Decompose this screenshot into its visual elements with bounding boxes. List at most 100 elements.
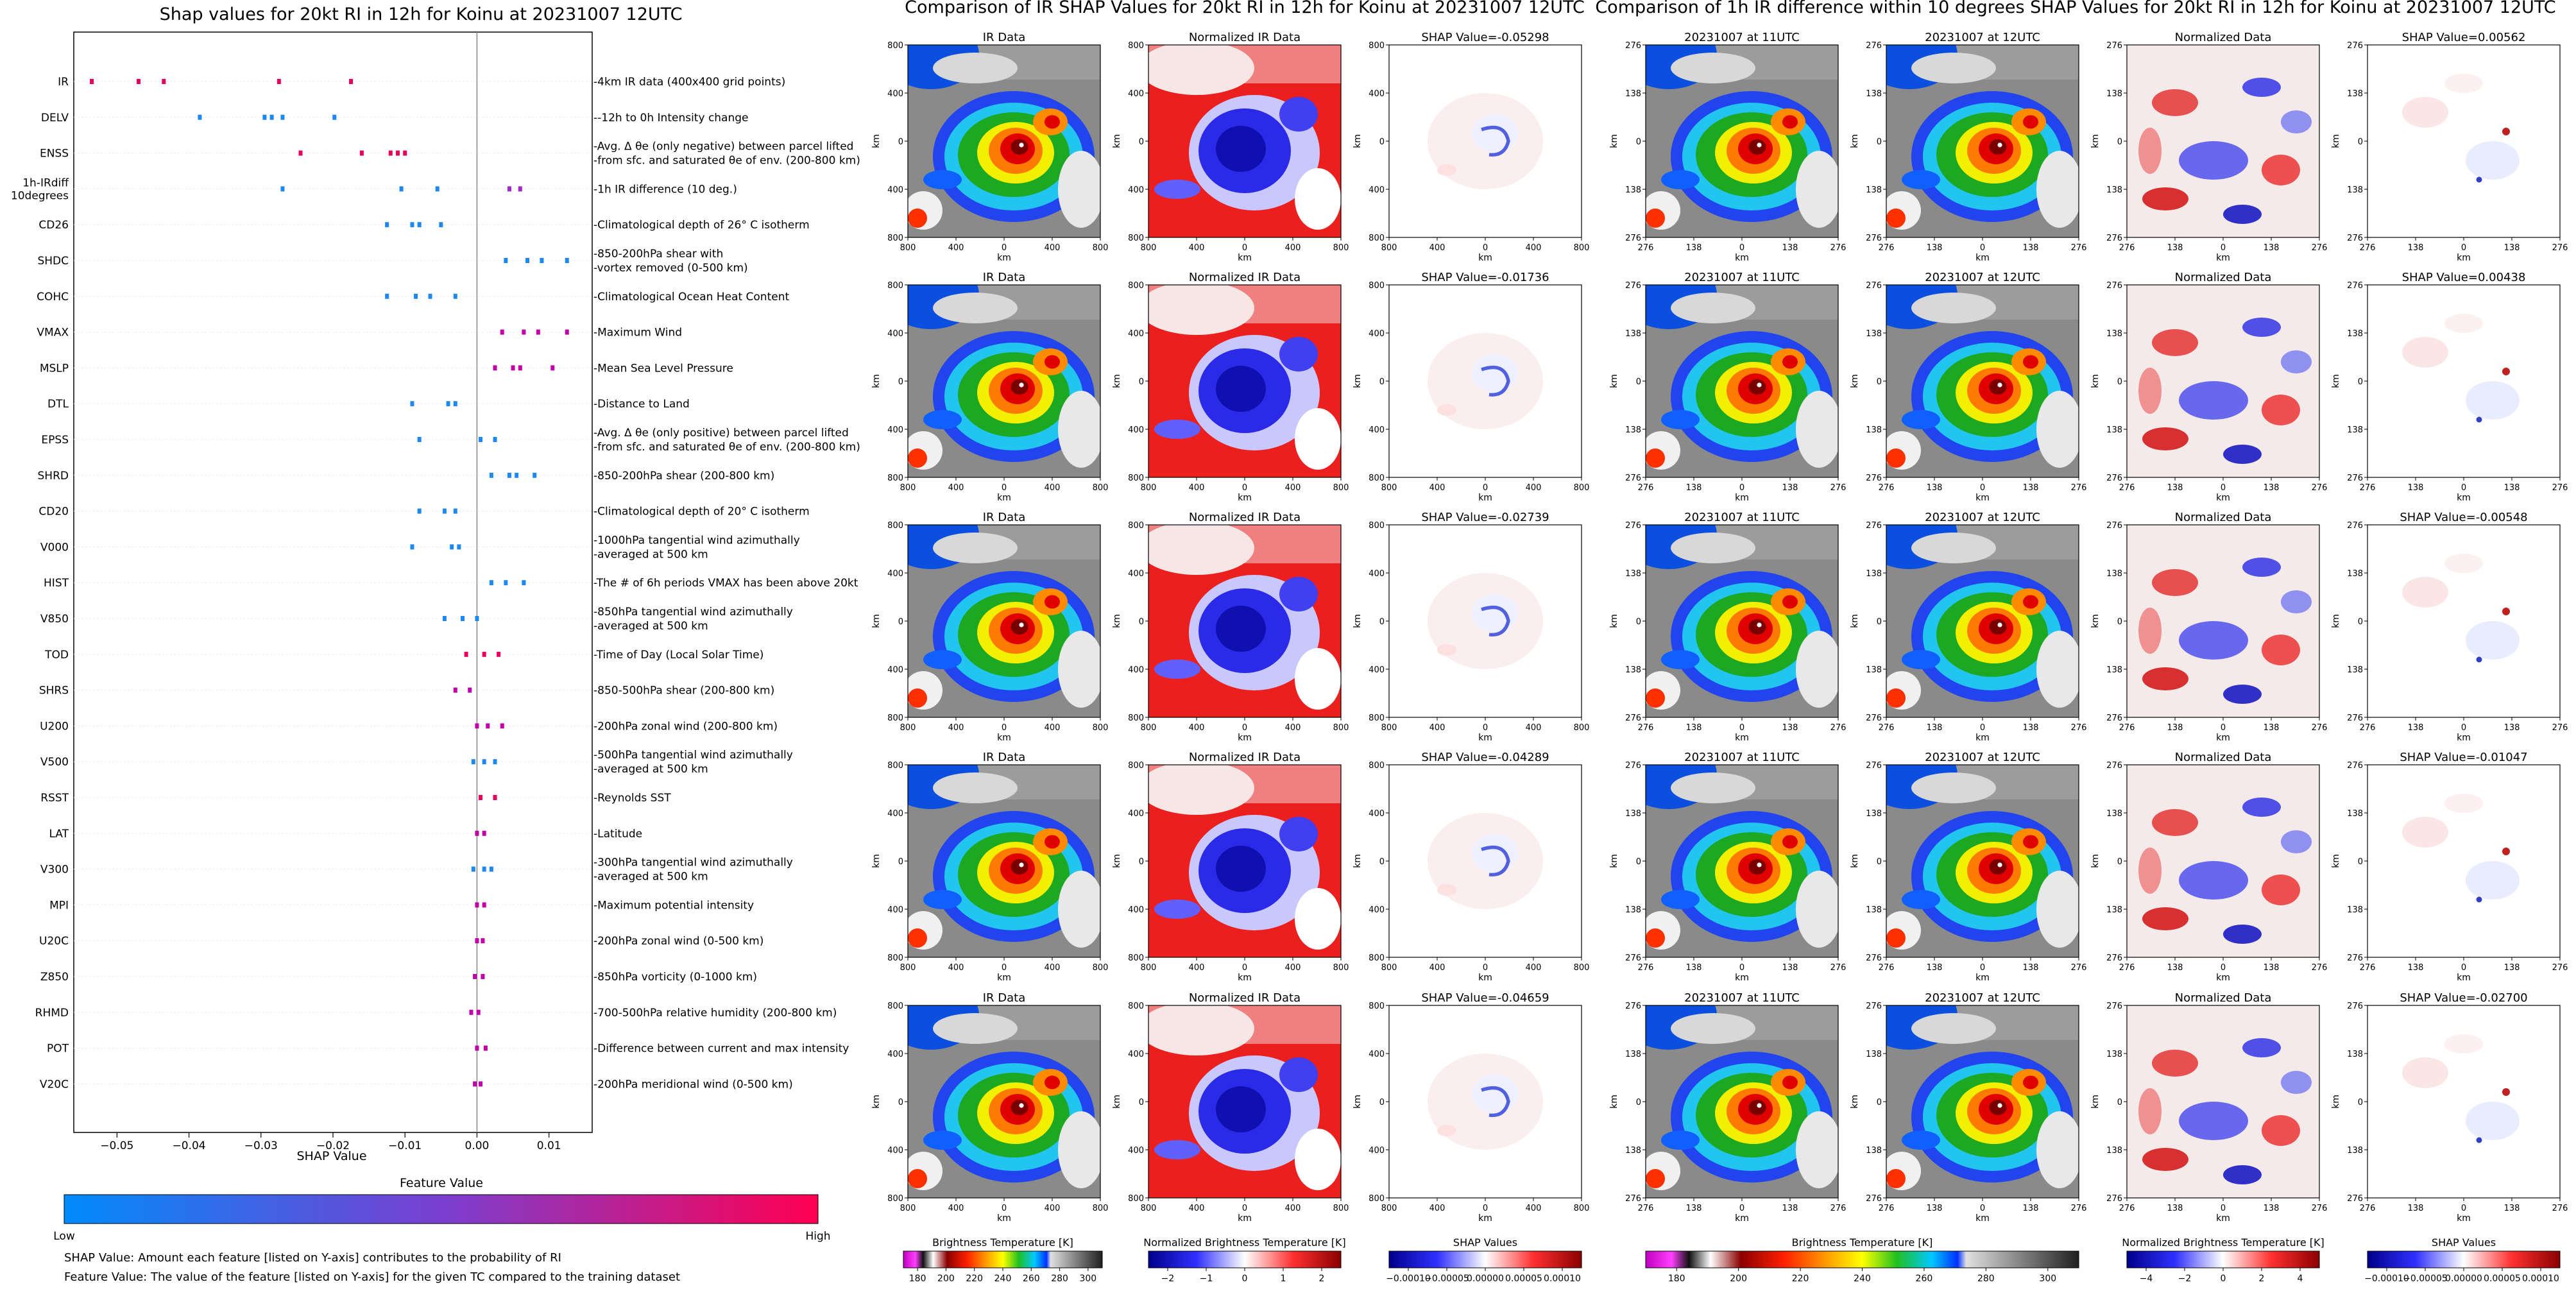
map-panel: Normalized IR Data8008004004000040040080… <box>1112 31 1349 263</box>
map-x-tick-label: 400 <box>1285 243 1301 253</box>
map-x-tick-label: 276 <box>2071 483 2087 493</box>
map-y-tick-label: 800 <box>1369 713 1385 723</box>
map-x-tick-label: 138 <box>2504 1204 2520 1213</box>
map-x-tick-label: 138 <box>1782 1204 1798 1213</box>
map-y-tick-label: 800 <box>1128 1194 1144 1204</box>
map-x-tick-label: 276 <box>2071 963 2087 973</box>
map-panel: 20231007 at 12UTC27627613813800138138276… <box>1850 271 2086 503</box>
map-y-tick-label: 400 <box>1128 185 1144 195</box>
map-ylabel: km <box>1352 134 1363 148</box>
feature-rows: IR -4km IR data (400x400 grid points) DELV… <box>11 76 860 1091</box>
map-xlabel: km <box>997 973 1011 983</box>
bottom-colorbars: Brightness Temperature [K]180 200 220 240 26… <box>903 1236 2561 1284</box>
shap-point <box>461 616 465 621</box>
colorbar-tick-label: −1 <box>1200 1274 1213 1284</box>
map-x-tick-label: 800 <box>1381 963 1397 973</box>
feature-label: SHRD <box>38 470 69 482</box>
ir-comparison-title: Comparison of IR SHAP Values for 20kt RI… <box>905 0 1585 17</box>
map-y-tick-label: 138 <box>1625 1050 1641 1059</box>
map-title: IR Data <box>983 271 1026 284</box>
shap-xlabel: SHAP Value <box>296 1149 366 1163</box>
map-panel: 20231007 at 11UTC27627613813800138138276… <box>1609 31 1846 263</box>
map-ylabel: km <box>1609 614 1619 628</box>
map-y-tick-label: 400 <box>1369 809 1385 819</box>
map-x-tick-label: 400 <box>1045 483 1061 493</box>
map-x-tick-label: 0 <box>1483 1204 1488 1213</box>
map-x-tick-label: 800 <box>1333 963 1349 973</box>
ir-comparison-panel: Comparison of IR SHAP Values for 20kt RI… <box>871 0 1589 1224</box>
map-title: 20231007 at 11UTC <box>1684 751 1800 764</box>
map-title: Normalized Data <box>2175 511 2272 524</box>
map-x-tick-label: 800 <box>1381 483 1397 493</box>
map-y-tick-label: 0 <box>2117 1098 2122 1107</box>
shap-point <box>396 150 400 156</box>
map-y-tick-label: 276 <box>2106 713 2122 723</box>
feature-description: -Avg. Δ θe (only positive) between parce… <box>593 427 849 440</box>
shap-point <box>550 365 555 371</box>
map-x-tick-label: 800 <box>1574 723 1590 733</box>
shap-point <box>359 150 364 156</box>
map-x-tick-label: 0 <box>2221 963 2226 973</box>
map-xlabel: km <box>1238 1213 1252 1224</box>
map-x-tick-label: 276 <box>2552 963 2568 973</box>
map-x-tick-label: 138 <box>2023 963 2039 973</box>
map-title: 20231007 at 12UTC <box>1925 991 2040 1005</box>
colorbar-tick-label: 300 <box>2039 1274 2056 1284</box>
map-xlabel: km <box>1478 1213 1492 1224</box>
map-ylabel: km <box>1112 854 1122 868</box>
map-x-tick-label: 400 <box>1526 483 1542 493</box>
map-y-tick-label: 276 <box>1625 281 1641 291</box>
feature-description: -Latitude <box>593 828 642 841</box>
colorbar-tick-label: 2 <box>1319 1274 1325 1284</box>
shap-point <box>500 723 504 729</box>
map-y-tick-label: 138 <box>2347 809 2363 819</box>
shap-point <box>482 866 486 872</box>
map-x-tick-label: 0 <box>1739 963 1744 973</box>
map-x-tick-label: 0 <box>1002 723 1007 733</box>
map-image <box>1388 524 1582 718</box>
map-y-tick-label: 400 <box>887 809 903 819</box>
map-y-tick-label: 276 <box>2347 521 2363 531</box>
shap-point <box>522 580 526 586</box>
colorbar-tick-label: −4 <box>2140 1274 2153 1284</box>
map-x-tick-label: 138 <box>1686 243 1702 253</box>
map-y-tick-label: 0 <box>1379 857 1385 867</box>
irdiff-image-grid: 20231007 at 11UTC 276 276 138 138 0 0 138 138 276… <box>1609 31 2568 1224</box>
map-y-tick-label: 276 <box>2106 521 2122 531</box>
map-y-tick-label: 276 <box>1866 713 1882 723</box>
map-x-tick-label: 400 <box>1189 723 1205 733</box>
map-x-tick-label: 0 <box>2221 483 2226 493</box>
map-image <box>1645 764 1839 958</box>
shap-point <box>388 150 393 156</box>
map-y-tick-label: 138 <box>2106 905 2122 915</box>
map-panel: SHAP Value=-0.04289800800400400004004008… <box>1352 751 1589 983</box>
map-image <box>1388 284 1582 478</box>
colorbar-label: Normalized Brightness Temperature [K] <box>2122 1236 2324 1249</box>
colorbar-tick-label: 0 <box>1242 1274 1248 1284</box>
map-x-tick-label: 800 <box>1093 1204 1109 1213</box>
map-panel: Normalized Data2762761381380013813827627… <box>2090 31 2327 263</box>
map-panel: Normalized IR Data8008004004000040040080… <box>1112 511 1349 743</box>
map-y-tick-label: 800 <box>1369 1194 1385 1204</box>
feature-description: -Reynolds SST <box>593 792 671 805</box>
map-y-tick-label: 0 <box>2358 1098 2363 1107</box>
shap-point <box>457 544 461 550</box>
map-panel: Normalized Data2762761381380013813827627… <box>2090 991 2327 1224</box>
map-x-tick-label: 400 <box>948 963 964 973</box>
colorbar-high-label: High <box>805 1230 830 1243</box>
colorbar-tick-label: 0.00005 <box>2484 1274 2521 1284</box>
map-ylabel: km <box>1850 854 1860 868</box>
map-x-tick-label: 0 <box>1483 963 1488 973</box>
map-x-tick-label: 400 <box>1189 483 1205 493</box>
map-ylabel: km <box>2090 374 2101 388</box>
map-x-tick-label: 800 <box>1141 1204 1157 1213</box>
map-title: 20231007 at 11UTC <box>1684 271 1800 284</box>
shap-point <box>525 258 529 263</box>
map-y-tick-label: 0 <box>1379 1098 1385 1107</box>
feature-description: -averaged at 500 km <box>593 871 708 884</box>
map-x-tick-label: 800 <box>900 243 916 253</box>
shap-point <box>493 365 497 371</box>
map-y-tick-label: 0 <box>1139 137 1144 147</box>
map-title: Normalized IR Data <box>1189 751 1301 764</box>
